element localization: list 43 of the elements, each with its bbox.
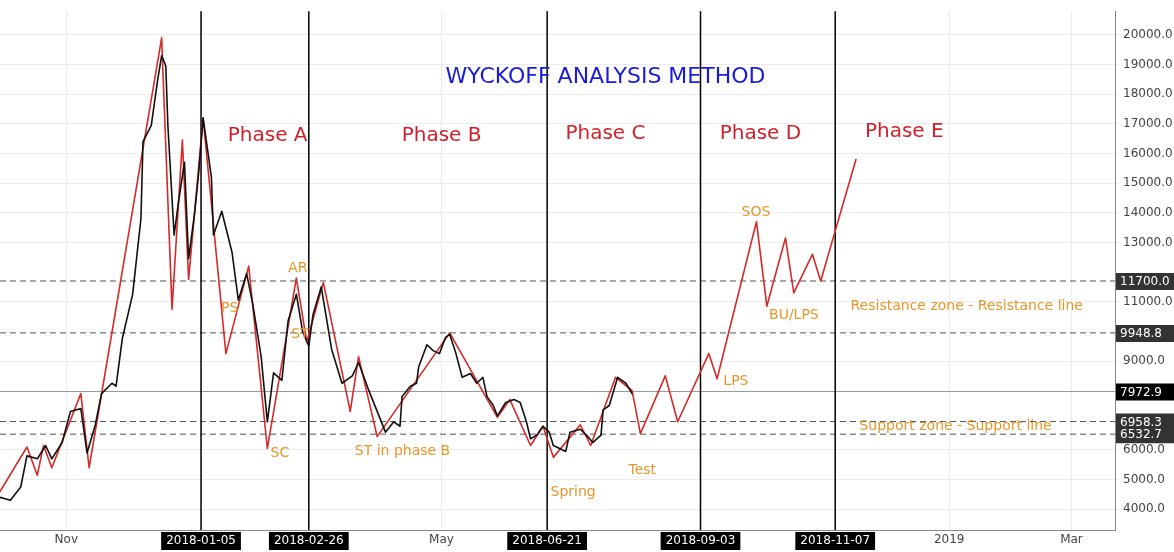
ref-line-label: 2018-06-21 [512,533,583,548]
y-tick-label: 20000.0 [1123,27,1173,42]
ref-line-label: 2018-01-05 [166,533,236,548]
y-tick-label: 5000.0 [1123,471,1165,486]
ref-line-label: 7972.9 [1120,384,1162,399]
x-tick-label: May [429,532,454,547]
ref-line-label: 11700.0 [1120,274,1170,289]
x-tick-label: 2019 [933,532,965,547]
y-tick-label: 11000.0 [1123,293,1173,308]
y-tick-label: 9000.0 [1123,353,1165,368]
annotation: Phase B [401,121,482,146]
annotation: Resistance zone - Resistance line [850,296,1083,313]
y-tick-label: 18000.0 [1123,86,1173,101]
annotation: Support zone - Support line [859,416,1052,433]
annotation: Spring [550,483,596,500]
ref-line-label: 2018-09-03 [665,533,736,548]
x-tick-label: Nov [54,532,79,547]
annotation: Phase E [864,117,944,142]
x-tick-label: Mar [1060,532,1083,547]
y-tick-label: 14000.0 [1123,204,1173,219]
y-tick-label: 16000.0 [1123,145,1173,160]
annotation: Phase D [719,119,802,144]
y-tick-label: 19000.0 [1123,56,1173,71]
annotation: BU/LPS [769,306,819,323]
ref-line-label: 6532.7 [1120,427,1162,442]
annotation: SC [270,444,290,461]
y-tick-label: 17000.0 [1123,115,1173,130]
annotation: Phase A [227,121,308,146]
y-tick-label: 4000.0 [1123,501,1165,516]
ref-line-label: 2018-02-26 [273,533,344,548]
annotation: Phase C [565,119,646,144]
annotation: PS [221,298,239,315]
ref-line-label: 6958.3 [1120,414,1162,429]
annotation: Test [627,460,657,477]
annotation: ST in phase B [354,442,451,459]
ref-line-label: 9948.8 [1120,326,1162,341]
y-tick-label: 6000.0 [1123,442,1165,457]
y-tick-label: 13000.0 [1123,234,1173,249]
annotation: AR [288,259,308,276]
ref-line-label: 2018-11-07 [800,533,871,548]
y-tick-label: 15000.0 [1123,175,1173,190]
annotation: SOS [741,202,771,219]
annotation: LPS [723,371,749,388]
